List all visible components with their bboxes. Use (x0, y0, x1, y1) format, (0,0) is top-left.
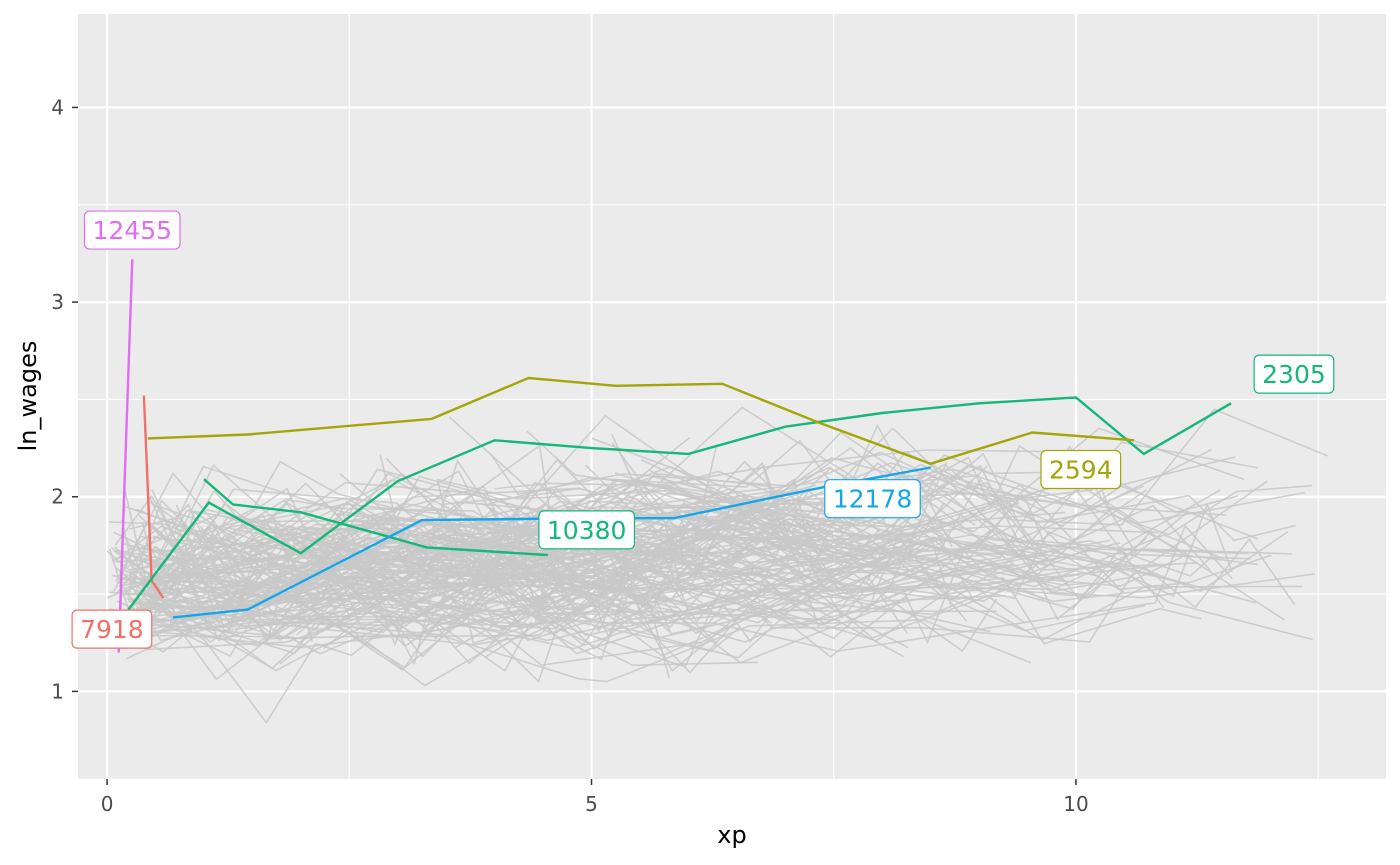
background-series-line (142, 524, 718, 647)
background-series-line (653, 449, 1188, 556)
background-series-line (222, 538, 877, 576)
background-series-line (240, 519, 1171, 673)
background-series-line (128, 585, 430, 725)
series-label-box (1253, 354, 1335, 394)
background-series-group (106, 406, 1328, 725)
y-axis-tick-label: 3 (51, 290, 64, 314)
background-series-line (261, 514, 1303, 641)
background-series-line (140, 489, 1086, 636)
series-labels-group: 12455 7918 10380 2305 12178 2594 (71, 210, 1335, 649)
background-series-line (141, 521, 597, 667)
highlighted-series-group (117, 259, 1232, 653)
series-line-12455 (117, 259, 134, 653)
background-series-line (148, 558, 277, 598)
series-line-2305 (203, 478, 548, 557)
background-series-line (151, 489, 1100, 657)
axes-group: 0 5 10 1 2 3 4 (51, 95, 1088, 816)
x-axis-title: xp (717, 821, 746, 849)
series-label-10380: 10380 (538, 510, 636, 550)
background-series-line (146, 500, 887, 640)
background-series-line (629, 489, 1093, 576)
background-series-line (133, 588, 368, 647)
background-series-line (634, 462, 1315, 599)
series-label-12455: 12455 (83, 210, 181, 250)
background-series-line (243, 470, 499, 547)
background-series-line (115, 472, 535, 582)
background-series-line (141, 519, 542, 627)
background-series-line (107, 521, 1313, 641)
y-axis-tick-label: 1 (51, 679, 64, 703)
background-series-line (153, 475, 587, 588)
series-label-box (1040, 449, 1122, 490)
background-series-line (437, 451, 1064, 533)
background-series-line (289, 517, 1002, 597)
background-series-line (455, 454, 1239, 522)
background-series-line (627, 509, 854, 561)
series-line-2594 (147, 376, 1135, 465)
series-label-2305: 2305 (1253, 354, 1335, 394)
background-series-line (241, 557, 946, 630)
series-label-2594: 2594 (1040, 449, 1122, 490)
series-label-box (83, 210, 181, 250)
background-series-line (148, 496, 827, 627)
series-label-text: 7918 (80, 615, 144, 644)
background-series-line (120, 567, 288, 581)
background-series-line (127, 600, 1032, 683)
series-label-box (824, 479, 921, 519)
series-label-text: 12178 (833, 485, 913, 514)
series-line-10380 (127, 396, 1232, 611)
series-label-12178: 12178 (824, 479, 921, 519)
background-series-line (150, 488, 653, 577)
background-series-line (160, 528, 572, 629)
background-series-line (113, 550, 635, 646)
background-series-line (436, 466, 975, 645)
x-axis-tick-label: 0 (101, 792, 114, 816)
y-axis-tick-label: 4 (51, 95, 64, 119)
background-series-line (143, 608, 758, 667)
background-series-line (142, 591, 909, 664)
background-series-line (446, 444, 911, 602)
series-label-text: 10380 (547, 516, 627, 545)
background-series-line (106, 494, 1049, 665)
background-series-line (608, 502, 947, 593)
background-series-line (614, 444, 1306, 524)
series-label-text: 2305 (1262, 360, 1326, 389)
background-series-line (127, 562, 1065, 642)
background-series-line (114, 509, 1069, 628)
series-label-text: 2594 (1049, 455, 1113, 484)
y-axis-tick-label: 2 (51, 485, 64, 509)
background-series-line (153, 581, 523, 640)
background-series-line (640, 408, 1328, 552)
y-axis-title: ln_wages (14, 341, 42, 452)
series-label-7918: 7918 (71, 609, 153, 649)
x-axis-tick-label: 10 (1063, 792, 1088, 816)
background-series-line (605, 489, 915, 612)
background-series-line (342, 446, 1121, 577)
plot-panel (78, 14, 1386, 779)
background-series-line (118, 527, 547, 610)
series-label-text: 12455 (92, 216, 172, 245)
background-series-line (121, 460, 854, 580)
background-series-line (118, 567, 497, 620)
series-label-box (71, 609, 153, 649)
background-series-line (584, 463, 1296, 571)
background-series-line (336, 579, 961, 687)
x-axis-tick-label: 5 (585, 792, 598, 816)
series-label-box (538, 510, 636, 550)
background-series-line (135, 574, 624, 672)
